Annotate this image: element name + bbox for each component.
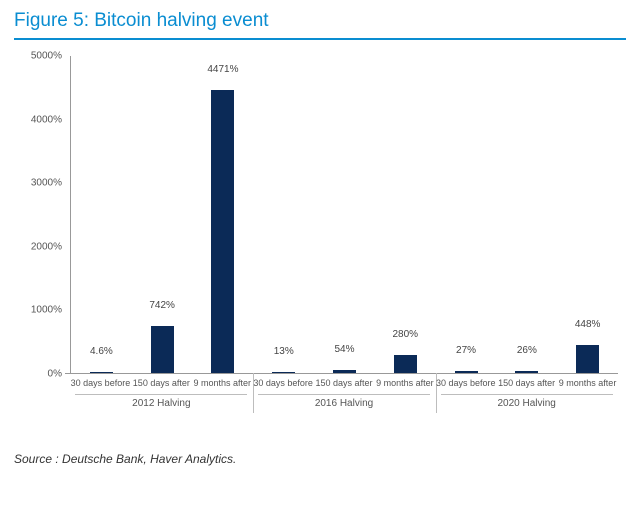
x-tick-label: 150 days after — [315, 378, 372, 388]
bar — [515, 371, 538, 373]
figure-title: Figure 5: Bitcoin halving event — [14, 10, 626, 32]
bar-value-label: 448% — [575, 319, 601, 332]
bar — [151, 326, 174, 373]
figure-frame: Figure 5: Bitcoin halving event 0% 1000% 2… — [0, 0, 640, 511]
x-tick-label: 30 days before — [71, 378, 131, 388]
x-tick-label: 30 days before — [253, 378, 313, 388]
bar — [576, 345, 599, 373]
group-underline — [441, 394, 613, 395]
axis-origin-tick — [65, 373, 71, 374]
figure-title-wrap: Figure 5: Bitcoin halving event — [14, 10, 626, 40]
y-tick-label: 4000% — [31, 114, 62, 125]
plot-region: 4.6% 742% 4471% 13% 54% 280% 27% 26% 448% — [70, 56, 618, 374]
bar-value-label: 742% — [149, 300, 175, 313]
x-group-label: 2012 Halving — [132, 398, 190, 409]
bar-value-label: 4.6% — [90, 346, 113, 359]
bar — [211, 90, 234, 373]
x-tick-label: 150 days after — [498, 378, 555, 388]
group-underline — [75, 394, 247, 395]
bar-value-label: 4471% — [207, 64, 238, 77]
figure-source: Source : Deutsche Bank, Haver Analytics. — [14, 452, 626, 466]
x-axis-labels: 30 days before150 days after9 months aft… — [70, 378, 618, 398]
bar — [394, 355, 417, 373]
x-tick-label: 150 days after — [133, 378, 190, 388]
y-tick-label: 2000% — [31, 241, 62, 252]
bar — [333, 370, 356, 373]
y-axis: 0% 1000% 2000% 3000% 4000% 5000% — [14, 46, 66, 446]
bar-value-label: 26% — [517, 345, 537, 358]
bar-value-label: 54% — [334, 344, 354, 357]
bar-value-label: 280% — [392, 329, 418, 342]
bar — [455, 371, 478, 373]
group-underline — [258, 394, 430, 395]
y-tick-label: 5000% — [31, 51, 62, 62]
x-axis-group-labels: 2012 Halving 2016 Halving 2020 Halving — [70, 398, 618, 416]
bar — [90, 372, 113, 373]
x-tick-label: 9 months after — [559, 378, 617, 388]
x-group-label: 2020 Halving — [497, 398, 555, 409]
bar-value-label: 27% — [456, 345, 476, 358]
bar — [272, 372, 295, 373]
chart-area: 0% 1000% 2000% 3000% 4000% 5000% 4.6% 742% 4471… — [14, 46, 626, 446]
bar-value-label: 13% — [274, 346, 294, 359]
x-tick-label: 9 months after — [376, 378, 434, 388]
y-tick-label: 3000% — [31, 178, 62, 189]
x-group-label: 2016 Halving — [315, 398, 373, 409]
x-tick-label: 9 months after — [193, 378, 251, 388]
x-tick-label: 30 days before — [436, 378, 496, 388]
y-tick-label: 0% — [48, 369, 62, 380]
y-tick-label: 1000% — [31, 305, 62, 316]
